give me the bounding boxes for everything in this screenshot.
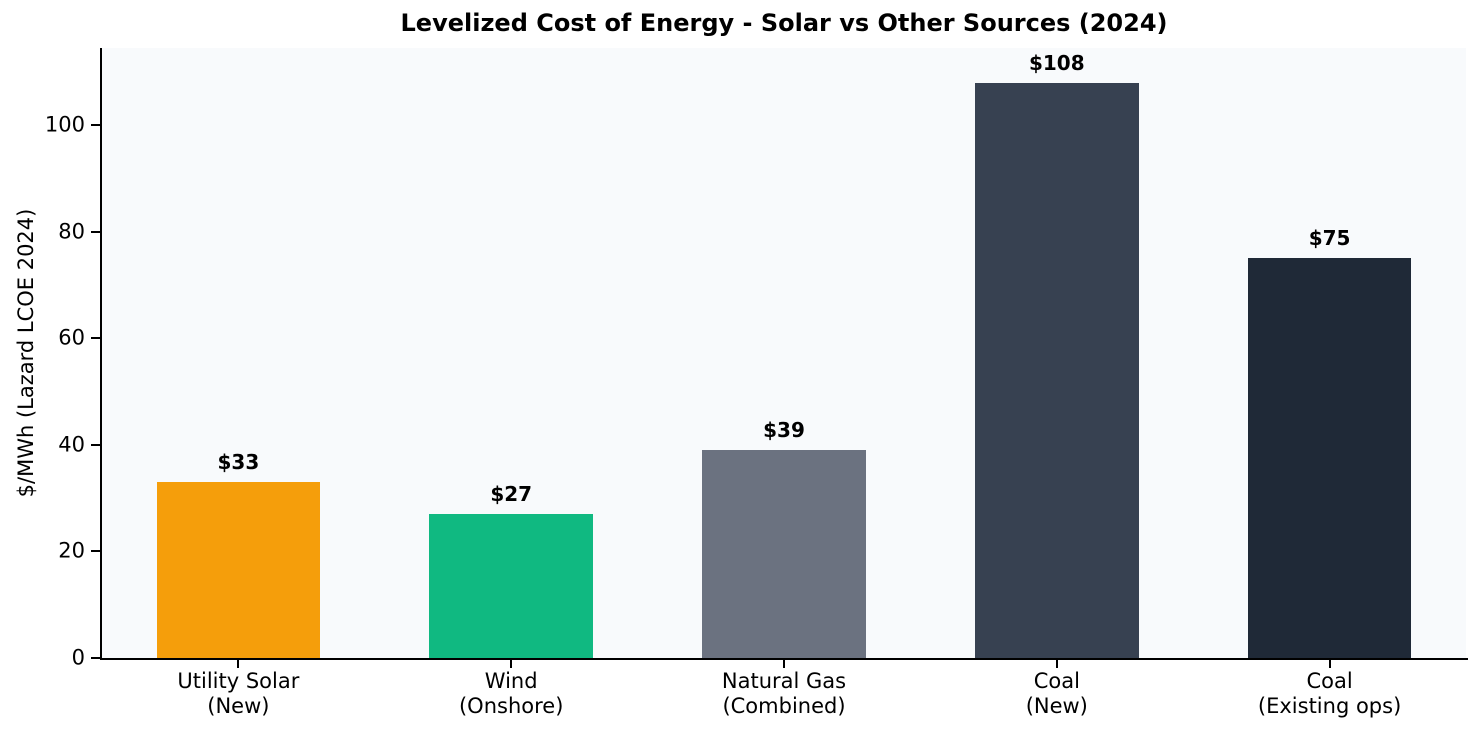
plot-area: $33 $27 $39 $108 $75 bbox=[102, 48, 1466, 658]
y-tick-label-2: 40 bbox=[58, 432, 85, 457]
y-tick-mark-0 bbox=[91, 657, 100, 659]
bar-value-label-1: $27 bbox=[490, 482, 533, 507]
x-tick-label-line: (Existing ops) bbox=[1257, 694, 1402, 718]
bar-1 bbox=[429, 514, 594, 658]
x-tick-label-line: Coal bbox=[1033, 669, 1080, 693]
y-tick-mark-2 bbox=[91, 443, 100, 446]
y-tick-mark-5 bbox=[91, 124, 100, 127]
x-tick-mark-4 bbox=[1328, 660, 1331, 668]
x-tick-label-line: Wind bbox=[484, 669, 538, 693]
x-tick-label-line: (New) bbox=[207, 694, 270, 718]
y-tick-label-1: 20 bbox=[58, 538, 85, 563]
x-tick-mark-3 bbox=[1055, 660, 1058, 668]
bar-value-label-3: $108 bbox=[1028, 50, 1085, 75]
x-tick-label-1: Wind (Onshore) bbox=[371, 669, 651, 719]
x-tick-mark-2 bbox=[783, 660, 785, 668]
x-tick-label-line: Utility Solar bbox=[177, 669, 300, 693]
x-tick-label-3: Coal (New) bbox=[917, 669, 1197, 719]
bar-2 bbox=[702, 450, 866, 658]
x-axis-spine bbox=[100, 658, 1468, 660]
y-tick-label-5: 100 bbox=[44, 112, 85, 137]
y-tick-label-0: 0 bbox=[71, 645, 85, 670]
x-tick-label-line: Coal bbox=[1306, 669, 1353, 693]
bar-3 bbox=[974, 82, 1139, 658]
x-tick-label-2: Natural Gas (Combined) bbox=[644, 669, 924, 719]
y-tick-label-3: 60 bbox=[58, 325, 85, 350]
y-tick-label-4: 80 bbox=[58, 219, 85, 244]
x-tick-label-line: (Onshore) bbox=[458, 694, 564, 718]
x-tick-mark-1 bbox=[510, 660, 513, 668]
chart-title: Levelized Cost of Energy - Solar vs Othe… bbox=[400, 9, 1168, 37]
bar-value-label-4: $75 bbox=[1308, 226, 1351, 251]
y-axis-spine bbox=[100, 48, 102, 660]
y-tick-mark-1 bbox=[91, 550, 100, 553]
y-tick-mark-3 bbox=[91, 337, 100, 340]
x-tick-label-line: Natural Gas bbox=[721, 669, 847, 693]
x-tick-label-0: Utility Solar (New) bbox=[98, 669, 378, 719]
bar-0 bbox=[156, 482, 321, 658]
bar-value-label-0: $33 bbox=[217, 450, 260, 475]
bar-value-label-2: $39 bbox=[763, 418, 805, 443]
y-tick-mark-4 bbox=[91, 230, 100, 233]
bar-4 bbox=[1247, 258, 1412, 658]
x-tick-mark-0 bbox=[237, 660, 240, 668]
x-tick-label-line: (Combined) bbox=[722, 694, 846, 718]
x-tick-label-4: Coal (Existing ops) bbox=[1190, 669, 1470, 719]
x-tick-label-line: (New) bbox=[1025, 694, 1088, 718]
